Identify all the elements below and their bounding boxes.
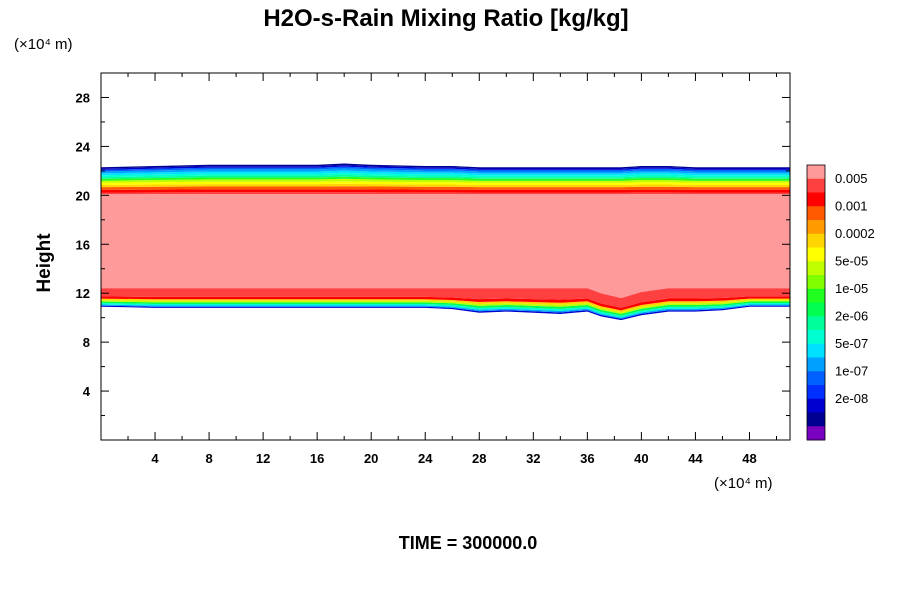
plot-frame [100, 72, 791, 441]
legend-swatch [807, 302, 825, 317]
y-axis-label: Height [34, 233, 55, 293]
legend-swatch [807, 398, 825, 413]
contour-band-upper-8 [101, 172, 790, 178]
legend-label: 2e-08 [835, 391, 868, 406]
legend-swatch [807, 261, 825, 276]
legend-label: 5e-07 [835, 336, 868, 351]
contour-band-upper-0 [101, 192, 790, 195]
legend-swatch [807, 316, 825, 331]
legend-label: 1e-07 [835, 363, 868, 378]
x-tick-label: 4 [151, 451, 159, 466]
legend-swatch [807, 371, 825, 386]
x-tick-label: 28 [472, 451, 486, 466]
contour-band-lower-2 [101, 303, 790, 318]
legend-swatch [807, 426, 825, 441]
x-unit-label: (×10⁴ m) [714, 475, 773, 492]
x-tick-label: 12 [256, 451, 270, 466]
legend: 0.005 0.001 0.0002 5e-05 1e-05 2e-06 5e-07 1e-0… [806, 164, 875, 441]
legend-swatch [807, 247, 825, 262]
legend-swatch [807, 165, 825, 180]
contour-band-upper-7 [101, 174, 790, 179]
y-tick-label: 16 [76, 237, 90, 252]
contour-band-core [101, 194, 790, 299]
x-tick-label: 40 [634, 451, 648, 466]
x-tick-label: 48 [742, 451, 756, 466]
y-tick-label: 28 [76, 90, 90, 105]
contour-band-lower-4 [101, 300, 790, 314]
legend-frame [806, 164, 826, 441]
contour-band-lower-0 [101, 305, 790, 321]
y-tick-label: 4 [83, 384, 91, 399]
contour-band-upper-13 [101, 163, 790, 169]
legend-swatch [807, 275, 825, 290]
x-tick-label: 24 [418, 451, 433, 466]
legend-swatch [807, 357, 825, 372]
legend-swatch [807, 220, 825, 235]
contour-band-upper-3 [101, 183, 790, 188]
legend-swatch [807, 412, 825, 427]
y-tick-label: 12 [76, 286, 90, 301]
contour-band-lower-3 [101, 301, 790, 316]
contour-band-upper-10 [101, 168, 790, 174]
y-tick-label: 24 [76, 139, 91, 154]
legend-label: 2e-06 [835, 308, 868, 323]
legend-swatch [807, 288, 825, 303]
chart-title: H2O-s-Rain Mixing Ratio [kg/kg] [263, 5, 628, 32]
legend-swatch [807, 178, 825, 193]
contour-band-upper-12 [101, 165, 790, 170]
legend-label: 5e-05 [835, 253, 868, 268]
legend-swatch [807, 192, 825, 207]
plot-area [100, 72, 791, 441]
y-tick-label: 8 [83, 335, 90, 350]
contour-band-lower-1 [101, 304, 790, 319]
contour-band-upper-9 [101, 170, 790, 176]
x-tick-label: 8 [205, 451, 212, 466]
x-tick-label: 16 [310, 451, 324, 466]
time-footer: TIME = 300000.0 [399, 533, 538, 553]
contour-band-upper-6 [101, 176, 790, 181]
legend-label: 1e-05 [835, 281, 868, 296]
x-tick-label: 36 [580, 451, 594, 466]
contour-band-lower-6 [101, 296, 790, 311]
legend-swatch [807, 330, 825, 345]
legend-swatch [807, 385, 825, 400]
contour-band-upper-11 [101, 166, 790, 172]
legend-swatch [807, 233, 825, 248]
contour-band-upper-4 [101, 181, 790, 185]
y-unit-label: (×10⁴ m) [14, 36, 73, 53]
legend-label: 0.005 [835, 171, 868, 186]
x-tick-label: 32 [526, 451, 540, 466]
contour-band-lower-5 [101, 298, 790, 313]
legend-label: 0.0002 [835, 226, 875, 241]
contour-band-lower-7 [101, 288, 790, 308]
legend-label: 0.001 [835, 198, 868, 213]
contour-band-upper-1 [101, 189, 790, 193]
x-tick-label: 20 [364, 451, 378, 466]
x-tick-label: 44 [688, 451, 703, 466]
contour-band-upper-5 [101, 178, 790, 183]
y-tick-label: 20 [76, 188, 90, 203]
legend-swatch [807, 343, 825, 358]
legend-swatch [807, 206, 825, 221]
